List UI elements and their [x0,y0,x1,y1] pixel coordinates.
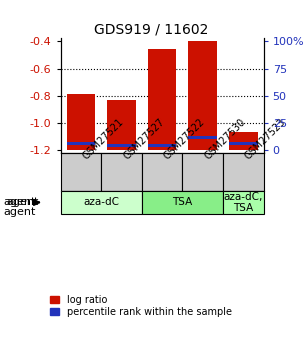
Bar [67,94,95,150]
Text: GDS919 / 11602: GDS919 / 11602 [94,22,209,37]
Text: aza-dC,
TSA: aza-dC, TSA [224,191,263,213]
Bar [188,136,217,139]
Bar [107,144,136,147]
Bar [67,142,95,145]
Text: GSM27527: GSM27527 [122,117,166,162]
Text: agent: agent [3,197,35,207]
Bar [142,153,182,191]
Bar [182,153,223,191]
Bar [101,153,142,191]
Legend: log ratio, percentile rank within the sample: log ratio, percentile rank within the sa… [50,295,232,317]
Bar [188,41,217,150]
Text: GSM27522: GSM27522 [162,117,207,162]
Text: agent: agent [3,207,35,217]
Bar [148,49,176,150]
Bar [107,100,136,150]
Text: TSA: TSA [172,197,192,207]
Text: aza-dC: aza-dC [83,197,119,207]
Bar [61,153,101,191]
Bar [223,153,264,191]
Bar [148,144,176,147]
Text: agent: agent [6,197,38,207]
Text: GSM27523: GSM27523 [243,117,288,162]
Bar [223,191,264,214]
Bar [61,191,142,214]
Text: GSM27521: GSM27521 [81,117,126,162]
Bar [229,142,258,145]
Bar [142,191,223,214]
Bar [229,132,258,150]
Text: GSM27530: GSM27530 [203,117,247,162]
